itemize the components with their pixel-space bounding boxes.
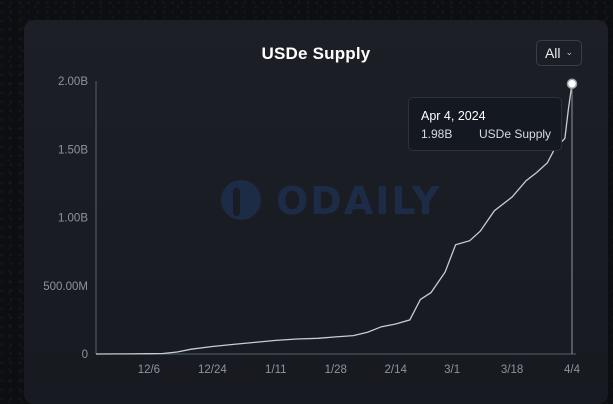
y-tick-label: 0 xyxy=(82,349,88,361)
y-tick-label: 500.00M xyxy=(43,281,88,293)
x-tick-label: 1/28 xyxy=(325,364,347,376)
x-tick-label: 3/18 xyxy=(501,364,523,376)
chart-card: USDe Supply All ⌄ ODAILY 0 500.00M 1.00B 1.… xyxy=(24,20,608,404)
x-tick-label: 2/14 xyxy=(385,364,408,376)
chevron-down-icon: ⌄ xyxy=(565,46,574,57)
time-range-dropdown[interactable]: All ⌄ xyxy=(536,40,582,66)
watermark-text: ODAILY xyxy=(276,179,441,223)
y-tick-label: 2.00B xyxy=(58,76,88,88)
odaily-logo-icon xyxy=(221,180,261,220)
x-tick-label: 4/4 xyxy=(564,364,581,376)
chart-title: USDe Supply xyxy=(261,44,371,63)
hover-point xyxy=(566,78,578,89)
time-range-label: All xyxy=(544,45,561,61)
odaily-watermark: ODAILY xyxy=(221,179,441,223)
usde-supply-line xyxy=(95,83,573,355)
x-tick-label: 12/24 xyxy=(198,364,227,376)
odaily-logo-cutout xyxy=(233,188,240,216)
x-tick-label: 1/11 xyxy=(265,364,287,376)
y-tick-label: 1.50B xyxy=(58,144,88,156)
x-tick-label: 3/1 xyxy=(444,364,460,376)
y-tick-label: 1.00B xyxy=(58,213,88,225)
tooltip-date: Apr 4, 2024 xyxy=(421,109,486,123)
chart-plot-area[interactable]: ODAILY 0 500.00M 1.00B 1.50B 2.00B 12/6 12/24 1… xyxy=(24,20,608,404)
chart-tooltip: Apr 4, 2024 1.98B USDe Supply xyxy=(408,97,562,151)
tooltip-series-name: USDe Supply xyxy=(479,127,552,141)
tooltip-value: 1.98B xyxy=(421,127,453,141)
x-tick-label: 12/6 xyxy=(138,364,160,376)
